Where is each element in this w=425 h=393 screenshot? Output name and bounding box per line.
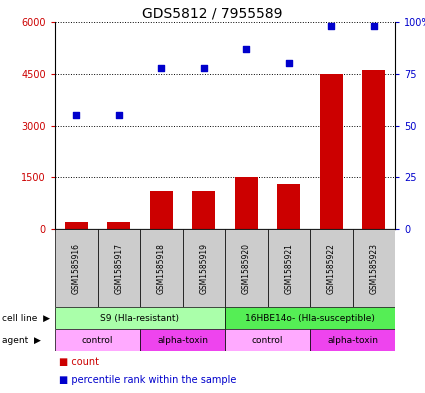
Bar — [320, 74, 343, 229]
Bar — [65, 222, 88, 229]
Text: GSM1585923: GSM1585923 — [369, 242, 378, 294]
Bar — [277, 184, 300, 229]
Text: GSM1585921: GSM1585921 — [284, 242, 293, 294]
Bar — [55, 329, 140, 351]
Bar — [310, 229, 352, 307]
Bar — [140, 229, 182, 307]
Text: GSM1585916: GSM1585916 — [72, 242, 81, 294]
Bar — [352, 229, 395, 307]
Text: GSM1585922: GSM1585922 — [327, 242, 336, 294]
Bar — [97, 229, 140, 307]
Bar — [150, 191, 173, 229]
Text: agent  ▶: agent ▶ — [2, 336, 41, 345]
Point — [158, 64, 164, 71]
Text: S9 (Hla-resistant): S9 (Hla-resistant) — [100, 314, 179, 323]
Text: ■ count: ■ count — [59, 357, 99, 367]
Point — [285, 60, 292, 66]
Bar — [107, 222, 130, 229]
Text: ■ percentile rank within the sample: ■ percentile rank within the sample — [59, 375, 237, 385]
Point — [243, 46, 249, 52]
Text: alpha-toxin: alpha-toxin — [327, 336, 378, 345]
Bar — [362, 70, 385, 229]
Bar — [267, 229, 310, 307]
Text: control: control — [252, 336, 283, 345]
Text: cell line  ▶: cell line ▶ — [2, 314, 50, 323]
Bar — [140, 329, 225, 351]
Bar — [235, 177, 258, 229]
Text: alpha-toxin: alpha-toxin — [157, 336, 208, 345]
Point — [328, 23, 334, 29]
Bar — [225, 307, 395, 329]
Text: control: control — [82, 336, 113, 345]
Bar — [225, 329, 310, 351]
Text: GSM1585918: GSM1585918 — [157, 242, 166, 294]
Bar — [55, 229, 97, 307]
Point — [115, 112, 122, 118]
Bar — [225, 229, 267, 307]
Text: GDS5812 / 7955589: GDS5812 / 7955589 — [142, 6, 283, 20]
Point — [200, 64, 207, 71]
Point — [370, 23, 377, 29]
Text: GSM1585920: GSM1585920 — [242, 242, 251, 294]
Bar — [55, 307, 225, 329]
Text: GSM1585919: GSM1585919 — [199, 242, 208, 294]
Bar — [310, 329, 395, 351]
Point — [73, 112, 79, 118]
Bar — [182, 229, 225, 307]
Bar — [192, 191, 215, 229]
Text: 16HBE14o- (Hla-susceptible): 16HBE14o- (Hla-susceptible) — [245, 314, 375, 323]
Text: GSM1585917: GSM1585917 — [114, 242, 123, 294]
